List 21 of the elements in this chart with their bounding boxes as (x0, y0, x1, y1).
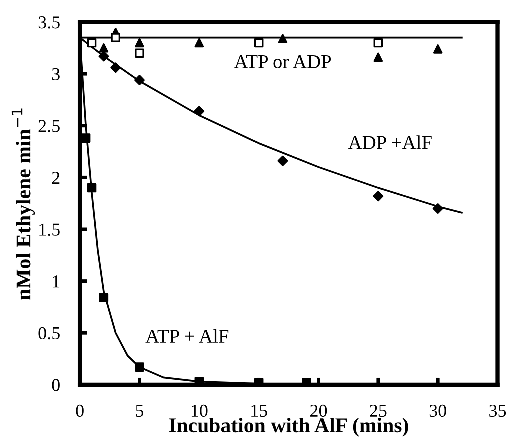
y-tick-label: 3 (52, 68, 60, 81)
y-tick-label: 3.5 (38, 16, 60, 29)
x-tick-label: 30 (430, 404, 446, 418)
annotation: ADP +AlF (348, 136, 432, 150)
y-axis-title: nMol Ethylene min$^{−1}$ (12, 108, 36, 300)
annotation: ATP or ADP (234, 55, 332, 68)
x-tick-label: 35 (490, 404, 506, 418)
y-tick-label: 1.5 (40, 224, 60, 236)
x-tick-label: 15 (252, 404, 268, 418)
y-tick-label: 2 (52, 172, 60, 184)
x-tick-label: 0 (76, 404, 84, 418)
y-tick-label: 0.5 (38, 327, 60, 340)
x-tick-label: 25 (370, 404, 387, 418)
x-tick-label: 10 (192, 404, 208, 418)
x-tick-label: 20 (310, 404, 328, 418)
y-tick-label: 2.5 (38, 120, 60, 132)
x-axis-title: Incubation with AlF (mins) (169, 418, 408, 437)
y-tick-label: 1 (53, 276, 60, 288)
x-tick-label: 5 (136, 405, 144, 418)
annotation: ATP + AlF (146, 329, 229, 343)
y-tick-label: 0 (52, 379, 60, 392)
